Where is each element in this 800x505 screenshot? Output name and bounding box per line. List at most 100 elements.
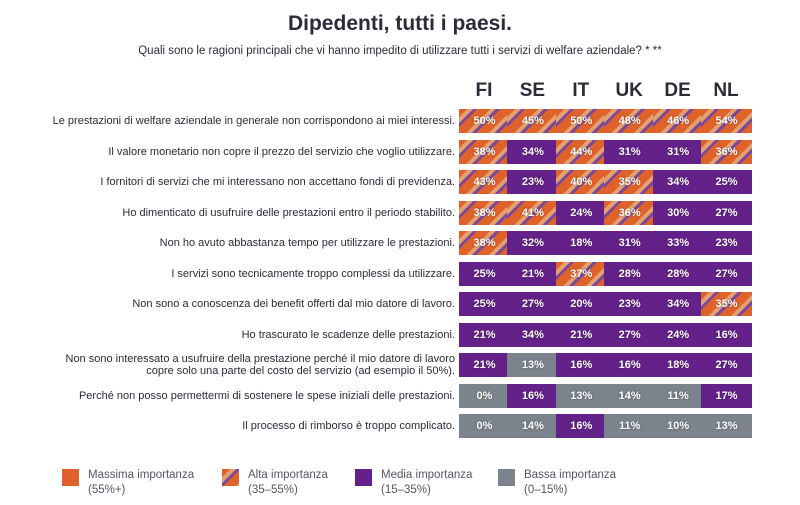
legend-range: (15–35%): [381, 484, 431, 496]
cell-value: 31%: [667, 145, 690, 158]
cell-value: 44%: [570, 145, 593, 158]
cell-value: 0%: [476, 420, 493, 432]
cell-se: 32%: [507, 231, 559, 255]
legend-swatch: [355, 469, 372, 486]
cell-uk: 11%: [604, 414, 656, 438]
cell-value: 16%: [570, 359, 593, 371]
cell-uk: 35%: [604, 170, 656, 194]
cell-nl: 25%: [701, 170, 752, 194]
cell-de: 30%: [652, 200, 704, 225]
cell-se: 45%: [507, 109, 559, 133]
legend-name: Media importanza: [381, 469, 473, 481]
row-label: Il processo di rimborso è troppo complic…: [242, 420, 455, 432]
cell-nl: 54%: [701, 109, 752, 133]
cell-value: 27%: [521, 298, 544, 310]
cell-value: 16%: [618, 359, 641, 371]
cell-fi: 38%: [459, 200, 510, 225]
cell-it: 16%: [555, 414, 607, 438]
cell-de: 34%: [652, 292, 704, 316]
cell-value: 30%: [667, 206, 690, 219]
cell-uk: 28%: [604, 261, 656, 286]
cell-se: 14%: [507, 414, 559, 438]
cell-it: 50%: [555, 109, 607, 133]
cell-value: 16%: [570, 420, 593, 432]
cell-value: 34%: [667, 176, 690, 188]
cell-value: 14%: [618, 389, 641, 402]
cell-fi: 21%: [459, 353, 510, 377]
legend-swatch: [222, 469, 239, 486]
cell-value: 21%: [473, 359, 496, 371]
cell-fi: 0%: [459, 383, 510, 408]
cell-value: 36%: [618, 206, 641, 219]
cell-value: 11%: [618, 420, 641, 432]
legend-name: Alta importanza: [248, 469, 328, 481]
cell-value: 27%: [618, 328, 641, 341]
cell-de: 34%: [652, 170, 704, 194]
cell-nl: 13%: [701, 414, 752, 438]
cell-value: 34%: [521, 328, 544, 341]
cell-value: 11%: [667, 389, 689, 402]
cell-uk: 31%: [604, 231, 656, 255]
cell-it: 13%: [555, 383, 607, 408]
cell-uk: 27%: [604, 322, 656, 347]
cell-de: 11%: [652, 383, 704, 408]
cell-value: 0%: [476, 389, 493, 402]
legend-name: Bassa importanza: [524, 469, 617, 481]
row-label: Non sono interessato a usufruire della p…: [65, 353, 456, 377]
legend-swatch: [62, 469, 79, 486]
cell-de: 18%: [652, 353, 704, 377]
cell-value: 48%: [618, 115, 641, 127]
cell-it: 24%: [555, 200, 607, 225]
cell-fi: 25%: [459, 261, 510, 286]
cell-value: 18%: [570, 237, 593, 249]
cell-it: 16%: [555, 353, 607, 377]
cell-value: 41%: [521, 206, 544, 219]
cell-nl: 36%: [701, 139, 752, 164]
row-label: Non ho avuto abbastanza tempo per utiliz…: [159, 237, 455, 249]
cell-value: 20%: [570, 298, 593, 310]
cell-it: 40%: [555, 170, 607, 194]
cell-value: 31%: [618, 145, 641, 158]
legend-item-bassa: Bassa importanza (0–15%): [498, 466, 638, 502]
cell-it: 44%: [555, 139, 607, 164]
cell-value: 37%: [570, 267, 593, 280]
cell-fi: 50%: [459, 109, 510, 133]
cell-value: 35%: [618, 176, 641, 188]
cell-value: 38%: [473, 206, 496, 219]
cell-value: 21%: [570, 328, 593, 341]
cell-value: 14%: [521, 420, 544, 432]
column-header-it: IT: [572, 80, 590, 101]
cell-value: 35%: [715, 298, 738, 310]
cell-value: 54%: [715, 115, 738, 127]
cell-value: 23%: [521, 176, 544, 188]
cell-se: 34%: [507, 322, 559, 347]
cell-value: 13%: [570, 389, 593, 402]
legend-item-alta: Alta importanza (35–55%): [222, 466, 362, 502]
cell-value: 25%: [473, 298, 496, 310]
cell-value: 28%: [667, 267, 690, 280]
row-label: Ho trascurato le scadenze delle prestazi…: [241, 328, 455, 341]
cell-value: 28%: [618, 267, 641, 280]
cell-uk: 31%: [604, 139, 656, 164]
legend-name: Massima importanza: [88, 469, 195, 481]
cell-uk: 16%: [604, 353, 656, 377]
cell-value: 45%: [521, 115, 544, 127]
cell-value: 16%: [715, 328, 738, 341]
row-label: Il valore monetario non copre il prezzo …: [108, 145, 455, 158]
legend-label: Media importanza (15–35%): [381, 468, 472, 498]
cell-value: 31%: [618, 237, 641, 249]
cell-se: 23%: [507, 170, 559, 194]
column-header-se: SE: [519, 80, 546, 101]
row-label: I servizi sono tecnicamente troppo compl…: [171, 267, 455, 280]
cell-se: 41%: [507, 200, 559, 225]
cell-value: 21%: [521, 267, 544, 280]
cell-de: 46%: [652, 109, 704, 133]
cell-value: 50%: [473, 115, 496, 127]
cell-value: 40%: [570, 176, 593, 188]
cell-de: 33%: [652, 231, 704, 255]
cell-fi: 43%: [459, 170, 510, 194]
cell-it: 18%: [555, 231, 607, 255]
legend-range: (35–55%): [248, 484, 298, 496]
cell-it: 20%: [555, 292, 607, 316]
chart-title: Dipedenti, tutti i paesi.: [287, 12, 513, 35]
